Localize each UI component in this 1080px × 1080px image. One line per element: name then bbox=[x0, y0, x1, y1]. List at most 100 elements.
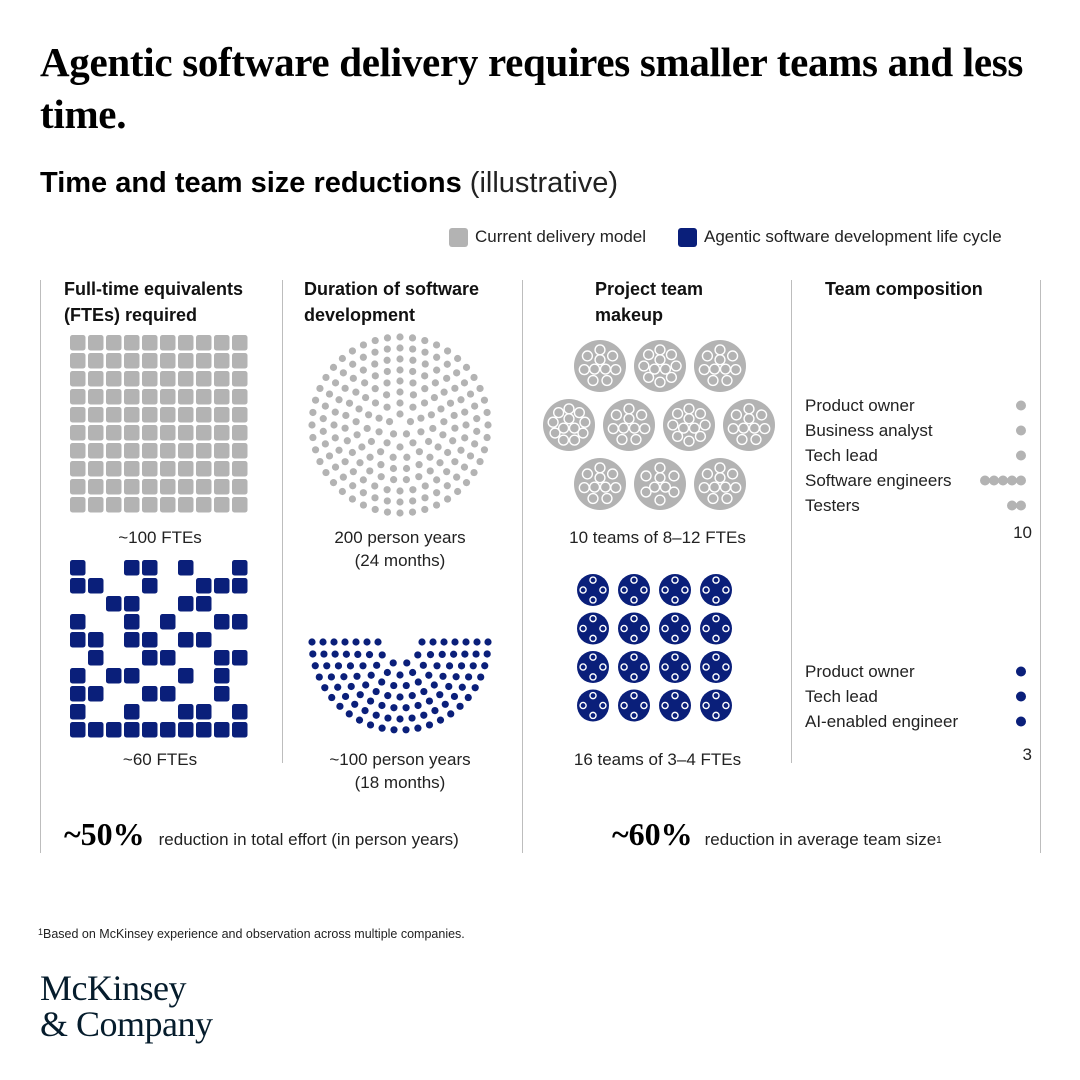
duration-agentic-dot bbox=[469, 662, 477, 670]
duration-current-dot bbox=[417, 428, 425, 436]
duration-current-dot bbox=[396, 487, 404, 495]
duration-agentic-dot bbox=[441, 700, 449, 708]
duration-agentic-dot bbox=[366, 721, 375, 729]
fte-current-square bbox=[124, 497, 140, 513]
duration-agentic-dot bbox=[390, 726, 398, 734]
fte-current-square bbox=[70, 479, 86, 495]
team-agentic-pod-member bbox=[671, 653, 679, 661]
team-agentic-pod-member bbox=[671, 711, 679, 720]
team-current-pod-member bbox=[547, 416, 559, 428]
fte-agentic-square bbox=[142, 560, 158, 576]
duration-agentic-dot bbox=[484, 638, 492, 646]
duration-current-dot bbox=[433, 353, 441, 361]
fte-agentic-square bbox=[232, 704, 248, 720]
duration-agentic-dot bbox=[439, 672, 447, 680]
fte-agentic-square bbox=[142, 578, 158, 594]
duration-agentic-dot bbox=[334, 683, 342, 691]
team-current-pod-member bbox=[648, 481, 661, 493]
fte-agentic-square bbox=[124, 668, 140, 684]
footnote: 1Based on McKinsey experience and observ… bbox=[38, 925, 465, 943]
fte-current-square bbox=[124, 461, 140, 477]
role-current: Software engineers bbox=[805, 471, 952, 490]
duration-agentic-dot bbox=[347, 682, 355, 691]
team-agentic-pod-member bbox=[599, 624, 607, 633]
team-current-pod-member bbox=[671, 430, 684, 443]
duration-agentic-dot bbox=[352, 638, 360, 646]
duration-current-dot bbox=[449, 437, 457, 445]
duration-current-dot bbox=[421, 385, 429, 393]
duration-agentic-dot bbox=[328, 693, 336, 702]
composition-agentic-total: 3 bbox=[1022, 745, 1032, 764]
fte-current-square bbox=[196, 425, 212, 441]
fte-agentic-square bbox=[88, 686, 104, 702]
team-agentic-pod-member bbox=[589, 691, 597, 700]
fte-agentic-square bbox=[70, 578, 86, 594]
duration-agentic-dot bbox=[426, 651, 435, 659]
duration-current-dot bbox=[348, 448, 356, 457]
fte-agentic-square bbox=[142, 722, 158, 738]
fte-current-square bbox=[160, 371, 176, 387]
fte-current-square bbox=[214, 443, 230, 459]
duration-current-dot bbox=[408, 334, 417, 342]
team-agentic-pod-member bbox=[599, 663, 607, 671]
fte-agentic-square bbox=[178, 596, 194, 612]
team-agentic-pod-member bbox=[712, 614, 720, 623]
duration-current-dot bbox=[311, 396, 320, 404]
team-current-pod-member bbox=[601, 374, 613, 387]
fte-agentic-square bbox=[232, 614, 248, 630]
fte-current-square bbox=[124, 353, 140, 369]
fte-current-square bbox=[106, 461, 122, 477]
role-agentic: Tech lead bbox=[805, 687, 878, 706]
duration-current-dot bbox=[330, 421, 338, 429]
duration-current-dot bbox=[331, 434, 339, 442]
role-current: Product owner bbox=[805, 396, 915, 415]
team-agentic-pod bbox=[618, 612, 650, 645]
fte-current-square bbox=[88, 353, 104, 369]
duration-current-dot bbox=[461, 434, 469, 442]
duration-current-dot bbox=[356, 459, 364, 467]
duration-agentic-dot bbox=[430, 681, 438, 689]
role-agentic: Product owner bbox=[805, 662, 915, 681]
team-current-pod-member bbox=[665, 348, 678, 361]
duration-current-dot bbox=[349, 360, 357, 368]
fte-agentic-square bbox=[196, 596, 212, 612]
duration-current-dot bbox=[375, 414, 383, 422]
duration-current-dot bbox=[426, 467, 434, 475]
duration-current-label: 200 person years (24 months) bbox=[295, 526, 505, 572]
duration-current-dot bbox=[409, 403, 417, 411]
duration-current-dot bbox=[341, 458, 349, 466]
subtitle-note: (illustrative) bbox=[469, 167, 619, 199]
fte-current-square bbox=[106, 443, 122, 459]
duration-current-dot bbox=[325, 390, 334, 398]
duration-current-dot bbox=[339, 473, 347, 481]
team-agentic-pod bbox=[577, 612, 609, 645]
duration-current-dot bbox=[471, 440, 479, 448]
fte-agentic-square bbox=[196, 632, 212, 648]
duration-current-dot bbox=[371, 505, 379, 514]
duration-current-dot bbox=[466, 452, 475, 460]
legend-label-agentic: Agentic software development life cycle bbox=[704, 227, 1002, 246]
composition-agentic-list: Product owner Tech lead AI-enabled engin… bbox=[805, 659, 1030, 734]
duration-current-dot bbox=[457, 396, 465, 404]
chart-title: Agentic software delivery requires small… bbox=[40, 39, 1024, 137]
team-current-pod-member bbox=[721, 492, 733, 505]
team-current-pod-member bbox=[573, 407, 586, 419]
duration-agentic-dot bbox=[330, 638, 338, 646]
team-current-pod bbox=[663, 399, 715, 451]
duration-current-dot bbox=[341, 384, 349, 392]
fte-current-square bbox=[196, 461, 212, 477]
duration-current-dot bbox=[352, 388, 360, 396]
team-agentic-pod-member bbox=[671, 614, 679, 623]
fte-agentic-square bbox=[142, 686, 158, 702]
fte-agentic-square bbox=[106, 668, 122, 684]
duration-agentic-dot bbox=[351, 700, 359, 708]
team-current-pod-member bbox=[601, 492, 613, 505]
duration-current-dot bbox=[480, 396, 489, 404]
summary-effort-text: reduction in total effort (in person yea… bbox=[158, 830, 459, 849]
duration-current-dot bbox=[415, 448, 423, 456]
duration-current-dot bbox=[329, 479, 338, 487]
duration-current-dot bbox=[434, 443, 442, 451]
fte-current-square bbox=[124, 425, 140, 441]
duration-current-dot bbox=[371, 336, 379, 345]
duration-current-dot bbox=[440, 388, 448, 396]
